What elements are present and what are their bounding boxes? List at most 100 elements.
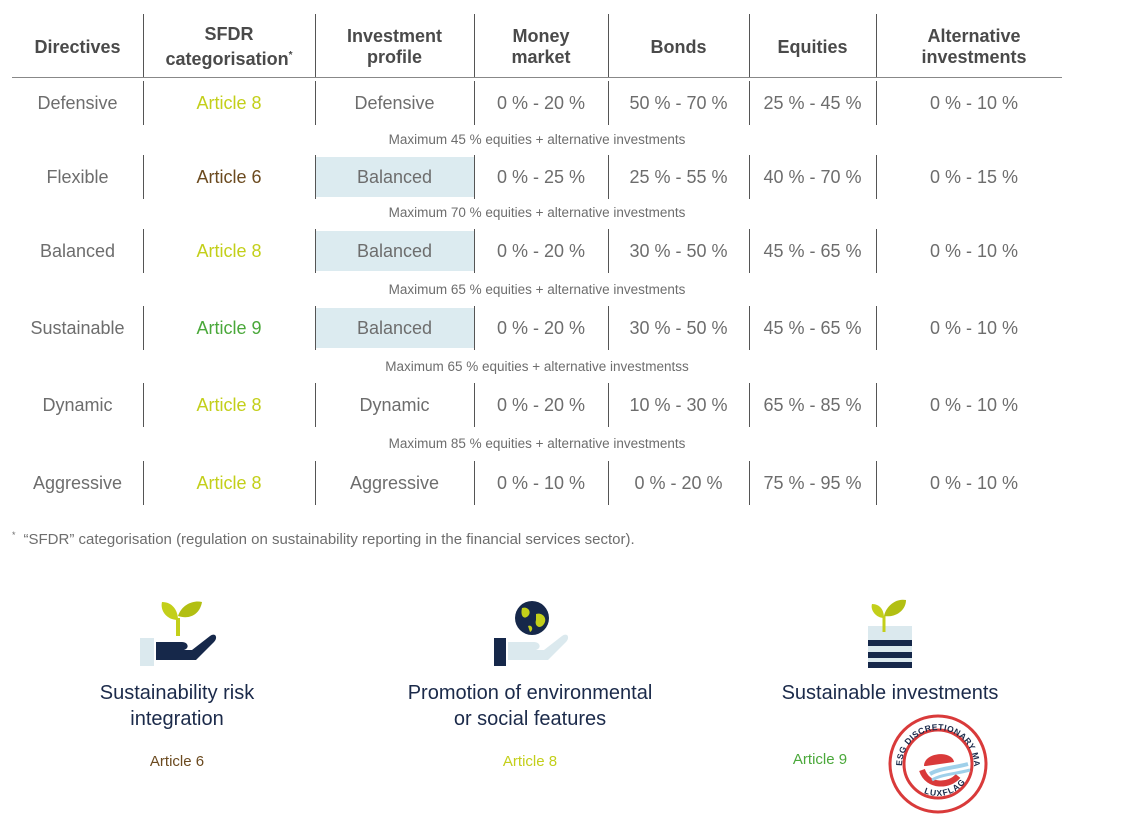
column-divider: [749, 306, 750, 350]
footnote: * “SFDR” categorisation (regulation on su…: [12, 530, 635, 548]
column-divider: [749, 229, 750, 273]
footnote-mark: *: [12, 530, 16, 540]
cell-article: Article 8: [196, 472, 262, 493]
plant-on-stack-icon: [868, 599, 912, 668]
column-divider: [143, 81, 144, 125]
column-divider: [608, 383, 609, 427]
cell-article: Article 8: [196, 394, 262, 415]
cell-bonds: 0 % - 20 %: [634, 472, 723, 493]
column-divider: [474, 81, 475, 125]
cell-article: Article 9: [196, 317, 262, 338]
cell-directive: Sustainable: [30, 317, 125, 338]
cell-money: 0 % - 20 %: [496, 394, 586, 415]
header-divider: [12, 77, 1062, 78]
column-divider: [474, 461, 475, 505]
cell-money: 0 % - 10 %: [496, 472, 586, 493]
cell-profile: Balanced: [315, 157, 474, 197]
header-sfdr-line2-wrap: categorisation*: [166, 45, 293, 70]
block-title-line2: integration: [130, 708, 224, 730]
header-directives: Directives: [12, 15, 143, 79]
cell-profile: Dynamic: [359, 394, 430, 415]
header-sfdr-line1: SFDR: [204, 24, 254, 44]
header-alt: Alternative investments: [876, 15, 1072, 79]
column-divider: [749, 383, 750, 427]
column-divider: [608, 81, 609, 125]
block-title-line1: Promotion of environmental: [407, 682, 653, 704]
cell-equities: 45 % - 65 %: [763, 317, 862, 338]
block-risk-integration: Sustainability risk integration: [62, 680, 292, 732]
row-note: Maximum 85 % equities + alternative inve…: [388, 436, 686, 451]
cell-alt: 0 % - 10 %: [929, 240, 1019, 261]
column-divider: [876, 155, 877, 199]
cell-money: 0 % - 20 %: [496, 317, 586, 338]
header-column-divider: [143, 14, 144, 77]
header-directives-label: Directives: [34, 36, 121, 57]
header-column-divider: [749, 14, 750, 77]
cell-money: 0 % - 25 %: [496, 166, 586, 187]
header-sfdr-line2: categorisation: [165, 49, 289, 69]
cell-bonds: 30 % - 50 %: [629, 240, 728, 261]
luxflag-seal-icon: ESG DISCRETIONARY MANDATE LUXFLAG: [888, 714, 988, 814]
header-bonds: Bonds: [608, 15, 749, 79]
cell-bonds: 50 % - 70 %: [629, 92, 728, 113]
header-column-divider: [608, 14, 609, 77]
cell-bonds: 10 % - 30 %: [629, 394, 728, 415]
column-divider: [143, 229, 144, 273]
footnote-text: “SFDR” categorisation (regulation on sus…: [23, 531, 635, 548]
header-column-divider: [876, 14, 877, 77]
header-money-line2: market: [511, 47, 571, 67]
column-divider: [315, 306, 316, 350]
cell-profile: Defensive: [354, 92, 435, 113]
column-divider: [608, 155, 609, 199]
header-alt-line2: investments: [921, 47, 1027, 67]
cell-money: 0 % - 20 %: [496, 240, 586, 261]
column-divider: [876, 229, 877, 273]
header-sfdr: SFDR categorisation*: [143, 15, 315, 79]
header-profile: Investment profile: [315, 15, 474, 79]
column-divider: [315, 155, 316, 199]
cell-directive: Defensive: [37, 92, 118, 113]
cell-alt: 0 % - 10 %: [929, 472, 1019, 493]
header-alt-line1: Alternative: [927, 26, 1021, 46]
column-divider: [608, 229, 609, 273]
cell-alt: 0 % - 10 %: [929, 317, 1019, 338]
cell-alt: 0 % - 15 %: [929, 166, 1019, 187]
column-divider: [876, 81, 877, 125]
cell-alt: 0 % - 10 %: [929, 394, 1019, 415]
column-divider: [315, 461, 316, 505]
block-title-line1: Sustainability risk: [99, 682, 255, 704]
cell-equities: 40 % - 70 %: [763, 166, 862, 187]
column-divider: [474, 383, 475, 427]
header-equities: Equities: [749, 15, 876, 79]
column-divider: [876, 306, 877, 350]
header-sfdr-mark: *: [288, 50, 293, 61]
header-profile-line1: Investment: [346, 26, 443, 46]
row-note: Maximum 65 % equities + alternative inve…: [385, 359, 689, 374]
cell-directive: Balanced: [39, 240, 116, 261]
row-note: Maximum 45 % equities + alternative inve…: [388, 132, 686, 147]
column-divider: [315, 383, 316, 427]
column-divider: [876, 461, 877, 505]
header-column-divider: [474, 14, 475, 77]
cell-profile: Balanced: [315, 308, 474, 348]
column-divider: [315, 229, 316, 273]
column-divider: [749, 461, 750, 505]
cell-bonds: 30 % - 50 %: [629, 317, 728, 338]
cell-equities: 65 % - 85 %: [763, 394, 862, 415]
header-money: Money market: [474, 15, 608, 79]
cell-profile: Aggressive: [349, 472, 440, 493]
header-money-line1: Money: [512, 26, 570, 46]
cell-directive: Aggressive: [32, 472, 123, 493]
cell-money: 0 % - 20 %: [496, 92, 586, 113]
column-divider: [608, 306, 609, 350]
cell-article: Article 6: [196, 166, 262, 187]
row-note: Maximum 65 % equities + alternative inve…: [388, 282, 686, 297]
header-column-divider: [315, 14, 316, 77]
block-sustainable: Sustainable investments: [740, 680, 1040, 706]
column-divider: [474, 155, 475, 199]
column-divider: [143, 383, 144, 427]
cell-directive: Flexible: [46, 166, 109, 187]
header-equities-label: Equities: [777, 36, 848, 57]
cell-bonds: 25 % - 55 %: [629, 166, 728, 187]
column-divider: [143, 461, 144, 505]
